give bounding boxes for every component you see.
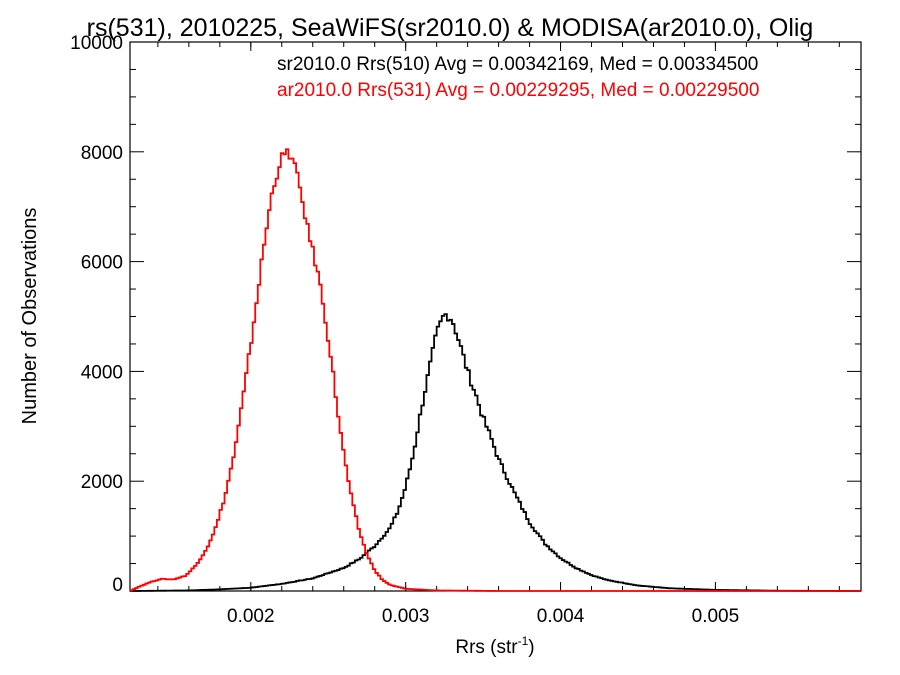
x-tick-label: 0.004 <box>537 606 585 627</box>
series-line-red <box>130 148 861 592</box>
y-tick-label: 4000 <box>81 362 123 383</box>
x-axis-label-main: Rrs (str <box>455 637 518 658</box>
x-tick-label: 0.002 <box>227 606 275 627</box>
y-tick-label: 8000 <box>81 143 123 164</box>
y-tick-label: 2000 <box>81 472 123 493</box>
x-axis-label-close: ) <box>528 637 534 658</box>
series-line-black <box>130 313 861 592</box>
legend-entry-red: ar2010.0 Rrs(531) Avg = 0.00229295, Med … <box>277 80 759 101</box>
y-tick-label: 0 <box>112 575 123 596</box>
plot-area-frame <box>129 41 862 592</box>
legend-entry-black: sr2010.0 Rrs(510) Avg = 0.00342169, Med … <box>277 54 758 75</box>
x-tick-label: 0.005 <box>692 606 740 627</box>
series-layer <box>130 148 861 592</box>
chart-title: rs(531), 2010225, SeaWiFS(sr2010.0) & MO… <box>87 14 814 42</box>
y-tick-label: 10000 <box>70 33 123 54</box>
x-axis-label: Rrs (str-1) <box>455 634 534 658</box>
y-axis: 0 2000 4000 6000 8000 10000 <box>70 33 861 596</box>
y-axis-label: Number of Observations <box>19 208 41 425</box>
x-tick-label: 0.003 <box>382 606 430 627</box>
x-axis: 0.002 0.003 0.004 0.005 <box>157 42 840 627</box>
y-tick-label: 6000 <box>81 253 123 274</box>
x-axis-label-sup: -1 <box>518 634 529 648</box>
